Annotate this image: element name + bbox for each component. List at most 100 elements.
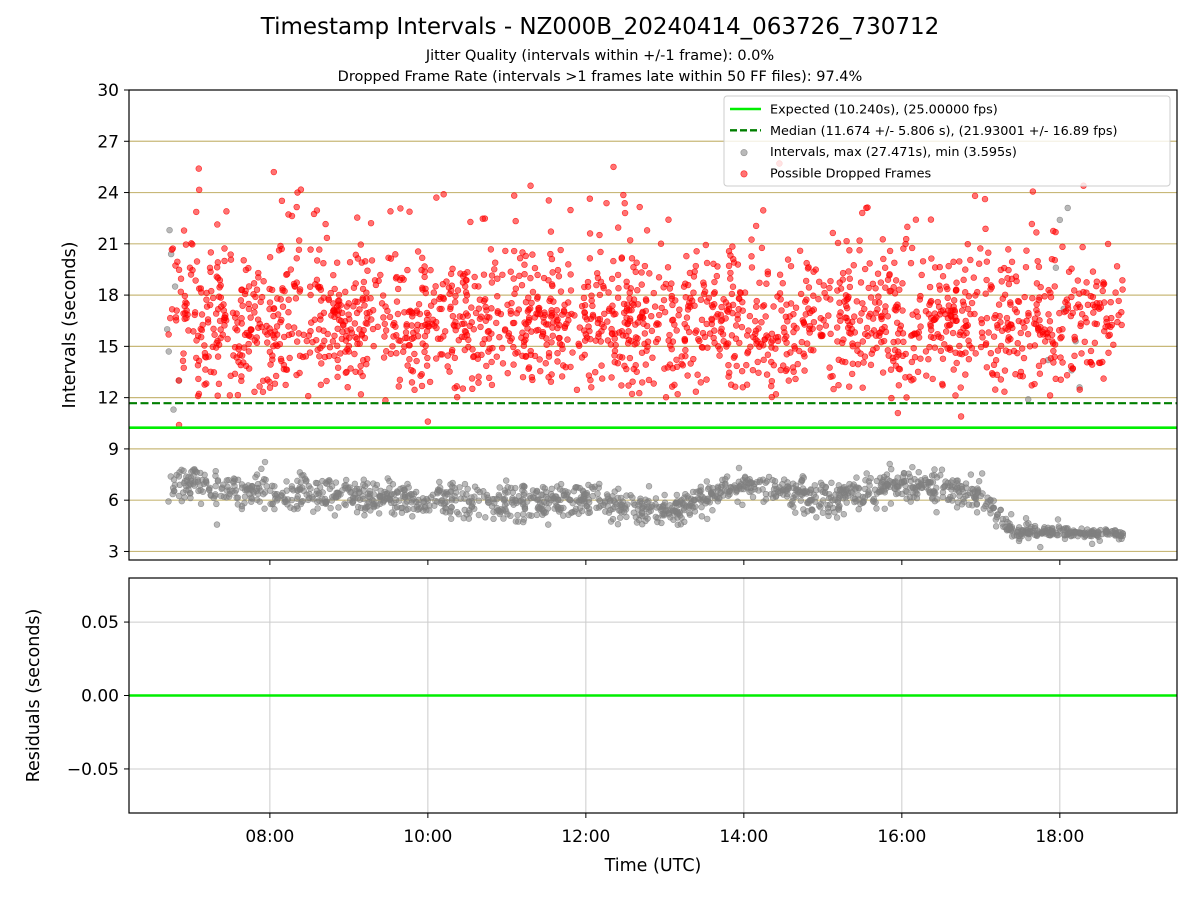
- dropped-frame-point: [367, 219, 375, 227]
- interval-point: [261, 505, 268, 512]
- dropped-frame-point: [1089, 268, 1097, 275]
- dropped-frame-point: [815, 278, 823, 285]
- jitter-quality-subtitle: Jitter Quality (intervals within +/-1 fr…: [425, 48, 775, 64]
- dropped-frame-point: [709, 303, 717, 311]
- dropped-frame-point: [1071, 352, 1078, 360]
- residuals-grid: [129, 578, 1177, 813]
- dropped-frame-point: [874, 306, 881, 313]
- y-tick-label: 30: [97, 81, 119, 101]
- dropped-frame-point: [414, 321, 421, 329]
- interval-point: [980, 505, 987, 512]
- dropped-frame-point: [1104, 240, 1112, 248]
- dropped-frame-point: [534, 295, 541, 302]
- y-tick-label: 21: [97, 235, 119, 255]
- dropped-frame-point: [703, 320, 710, 328]
- dropped-frame-point: [494, 275, 501, 282]
- dropped-frame-point: [678, 353, 685, 360]
- interval-point: [496, 507, 503, 515]
- interval-point: [544, 505, 552, 512]
- dropped-frame-point: [839, 276, 846, 283]
- dropped-frame-point: [169, 245, 177, 252]
- dropped-frame-point: [211, 331, 218, 338]
- dropped-frame-point: [487, 246, 495, 253]
- dropped-frame-point: [1001, 367, 1009, 374]
- dropped-frame-point: [874, 270, 882, 277]
- dropped-frame-point: [1046, 318, 1054, 325]
- interval-point: [1006, 524, 1013, 531]
- dropped-frame-point: [665, 337, 672, 344]
- dropped-frame-point: [334, 356, 341, 364]
- interval-point: [609, 515, 617, 523]
- dropped-frame-point: [1089, 301, 1097, 309]
- dropped-frame-point: [406, 342, 413, 349]
- dropped-frame-point: [411, 386, 418, 394]
- dropped-frame-point: [642, 296, 650, 303]
- interval-point: [545, 521, 552, 528]
- dropped-frame-point: [331, 352, 338, 359]
- interval-point: [944, 496, 952, 504]
- interval-point: [253, 471, 261, 478]
- dropped-frame-point: [819, 331, 826, 339]
- interval-point: [715, 495, 722, 502]
- dropped-frame-point: [554, 358, 561, 365]
- dropped-frame-point: [1021, 324, 1028, 331]
- interval-point: [389, 481, 397, 488]
- dropped-frame-point: [725, 262, 733, 270]
- interval-point: [391, 491, 398, 498]
- legend-entry: Expected (10.240s), (25.00000 fps): [770, 103, 998, 118]
- dropped-frame-point: [497, 310, 505, 318]
- dropped-frame-point: [480, 271, 488, 278]
- dropped-frame-point: [1079, 243, 1086, 251]
- dropped-frame-point: [303, 337, 311, 345]
- interval-point: [169, 490, 176, 498]
- dropped-frame-point: [889, 354, 896, 362]
- dropped-frame-point: [608, 374, 615, 381]
- interval-point: [426, 507, 433, 514]
- dropped-frame-point: [193, 208, 200, 216]
- interval-point: [527, 495, 534, 502]
- dropped-frame-point: [660, 284, 667, 291]
- dropped-frame-point: [887, 287, 894, 294]
- dropped-frame-point: [346, 315, 353, 323]
- interval-point: [735, 478, 742, 486]
- y-axis-label: Intervals (seconds): [60, 242, 80, 409]
- interval-point: [163, 326, 171, 333]
- interval-point: [471, 493, 478, 500]
- interval-point: [303, 477, 310, 484]
- dropped-frame-point: [927, 216, 935, 223]
- interval-point: [680, 501, 687, 508]
- dropped-frame-point: [698, 316, 706, 324]
- dropped-frame-point: [753, 297, 760, 305]
- dropped-frame-point: [300, 331, 307, 339]
- dropped-frame-point: [214, 353, 222, 360]
- dropped-frame-point: [266, 254, 274, 261]
- dropped-frame-point: [549, 332, 557, 339]
- dropped-frame-point: [642, 361, 649, 368]
- dropped-frame-point: [451, 298, 459, 306]
- interval-point: [360, 481, 367, 488]
- dropped-frame-point: [910, 376, 917, 383]
- interval-point: [1033, 531, 1040, 539]
- dropped-frame-point: [210, 369, 218, 376]
- dropped-frame-point: [418, 382, 426, 390]
- interval-point: [548, 485, 555, 493]
- dropped-frame-point: [953, 359, 960, 367]
- dropped-frame-point: [892, 277, 900, 284]
- interval-point: [398, 509, 406, 516]
- x-tick-label: 16:00: [877, 827, 926, 847]
- legend-swatch: [740, 149, 748, 157]
- interval-point: [1002, 515, 1010, 523]
- interval-point: [652, 513, 659, 521]
- dropped-frame-point: [266, 299, 274, 306]
- dropped-frame-point: [965, 293, 973, 300]
- dropped-frame-point: [496, 333, 503, 341]
- dropped-frame-point: [323, 377, 330, 385]
- dropped-frame-point: [369, 325, 377, 333]
- interval-point: [375, 510, 383, 517]
- dropped-frame-point: [329, 307, 337, 315]
- dropped-frame-point: [738, 323, 746, 331]
- dropped-frame-point: [525, 365, 532, 372]
- dropped-frame-point: [1033, 280, 1041, 287]
- dropped-frame-point: [270, 305, 277, 312]
- dropped-frame-point: [597, 248, 604, 256]
